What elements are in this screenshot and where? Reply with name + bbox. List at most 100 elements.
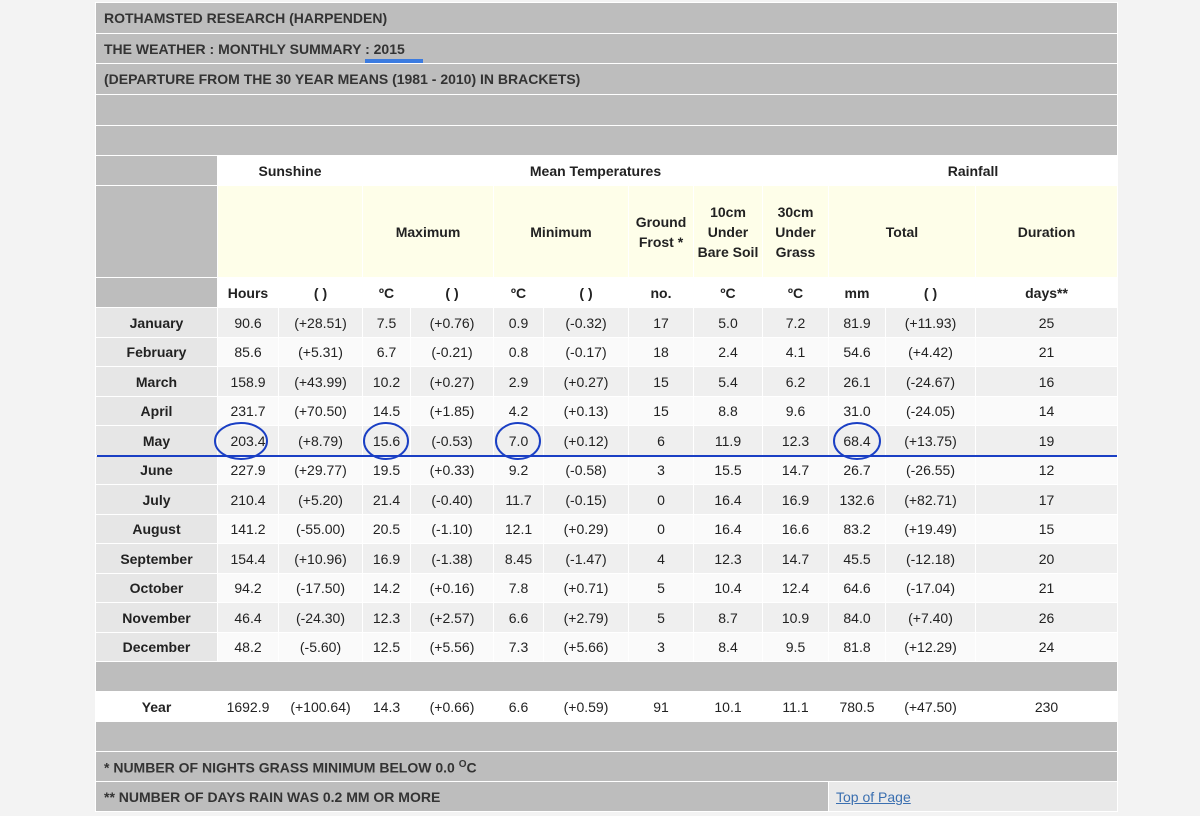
data-cell: 15	[974, 513, 1119, 545]
data-cell: 10.2	[362, 366, 411, 397]
table-row: ** NUMBER OF DAYS RAIN WAS 0.2 MM OR MOR…	[95, 781, 1119, 813]
data-cell: 1692.9	[217, 691, 279, 723]
data-cell: 5.0	[693, 307, 763, 338]
data-cell: 6.6	[493, 691, 544, 723]
data-cell: (+0.27)	[410, 366, 494, 397]
data-cell: 158.9	[217, 366, 279, 397]
footnote-unit: C	[466, 759, 477, 776]
data-cell: 6.7	[362, 336, 411, 368]
row-label: Year	[95, 691, 218, 723]
row-label: April	[95, 395, 218, 427]
data-cell: (-0.40)	[410, 484, 494, 515]
table-row: August 141.2 (-55.00) 20.5 (-1.10) 12.1 (+0.29…	[95, 513, 1119, 545]
table-row: February 85.6 (+5.31) 6.7 (-0.21) 0.8 (-0.17) 1…	[95, 336, 1119, 368]
data-cell: 12.5	[362, 631, 411, 663]
table-row	[94, 661, 1119, 693]
data-cell: (+4.42)	[885, 336, 976, 368]
data-cell: 203.4	[217, 425, 279, 456]
group-header: Mean Temperatures	[362, 155, 829, 187]
data-cell: (-0.53)	[410, 425, 494, 456]
data-cell: 0	[628, 513, 694, 545]
data-cell: 16	[974, 366, 1119, 397]
data-cell: 132.6	[828, 484, 886, 515]
data-cell: 18	[628, 336, 694, 368]
data-cell: 26.7	[828, 454, 886, 486]
data-cell: 26.1	[828, 366, 886, 397]
data-cell: 7.2	[762, 307, 829, 338]
data-cell: 12.3	[693, 543, 763, 574]
table-row	[94, 94, 1119, 126]
data-cell: 26	[974, 602, 1119, 633]
data-cell: 6.6	[493, 602, 544, 633]
group-header: Sunshine	[217, 155, 363, 187]
data-cell: 8.4	[693, 631, 763, 663]
table-row: May 203.4 (+8.79) 15.6 (-0.53) 7.0 (+0.12) 6 11.…	[95, 425, 1119, 456]
unit-header: no.	[628, 277, 694, 309]
data-cell: (-24.05)	[885, 395, 976, 427]
table-row: November 46.4 (-24.30) 12.3 (+2.57) 6.6 (+2.79…	[95, 602, 1119, 633]
data-cell: (+8.79)	[278, 425, 363, 456]
data-cell: (-24.67)	[885, 366, 976, 397]
data-cell: (-0.21)	[410, 336, 494, 368]
data-cell: 210.4	[217, 484, 279, 515]
data-cell: (-0.58)	[543, 454, 629, 486]
data-cell: (-1.47)	[543, 543, 629, 574]
data-cell: (+47.50)	[885, 691, 976, 723]
data-cell: 7.5	[362, 307, 411, 338]
table-row	[94, 124, 1119, 157]
data-cell: 17	[974, 484, 1119, 515]
data-cell: (+0.66)	[410, 691, 494, 723]
data-cell: 11.1	[762, 691, 829, 723]
empty-cell	[94, 94, 1119, 126]
table-row: December 48.2 (-5.60) 12.5 (+5.56) 7.3 (+5.66)…	[95, 631, 1119, 663]
link-cell: Top of Page	[827, 781, 1119, 813]
data-cell: 9.5	[762, 631, 829, 663]
table-row: July 210.4 (+5.20) 21.4 (-0.40) 11.7 (-0.15) 0 1…	[95, 484, 1119, 515]
row-label: August	[95, 513, 218, 545]
row-label: December	[95, 631, 218, 663]
empty-cell	[94, 661, 1119, 693]
empty-cell	[217, 185, 363, 279]
table-row: September 154.4 (+10.96) 16.9 (-1.38) 8.45 (-1…	[95, 543, 1119, 574]
data-cell: 81.9	[828, 307, 886, 338]
data-cell: 94.2	[217, 572, 279, 604]
footnote: ** NUMBER OF DAYS RAIN WAS 0.2 MM OR MOR…	[95, 781, 829, 813]
unit-header: mm	[828, 277, 886, 309]
data-cell: 230	[974, 691, 1119, 723]
row-label: July	[95, 484, 218, 515]
top-link[interactable]: Top of Page	[836, 788, 911, 805]
data-cell: 227.9	[217, 454, 279, 486]
data-cell: 0.8	[493, 336, 544, 368]
table-row: March 158.9 (+43.99) 10.2 (+0.27) 2.9 (+0.27) 1…	[95, 366, 1119, 397]
data-cell: 154.4	[217, 543, 279, 574]
data-cell: 45.5	[828, 543, 886, 574]
footnote-sup: O	[458, 758, 467, 770]
data-cell: (+7.40)	[885, 602, 976, 633]
unit-header: ºC	[693, 277, 763, 309]
table-row: Sunshine Mean Temperatures Rainfall	[95, 155, 1119, 187]
data-cell: (-17.50)	[278, 572, 363, 604]
data-cell: 6	[628, 425, 694, 456]
data-cell: 3	[628, 454, 694, 486]
data-cell: (-17.04)	[885, 572, 976, 604]
unit-header: Hours	[217, 277, 279, 309]
data-cell: 81.8	[828, 631, 886, 663]
data-cell: 3	[628, 631, 694, 663]
column-header: 10cm Under Bare Soil	[693, 185, 763, 279]
data-cell: 20.5	[362, 513, 411, 545]
data-cell: (+2.57)	[410, 602, 494, 633]
row-label: January	[95, 307, 218, 338]
row-label: November	[95, 602, 218, 633]
data-cell: 15	[628, 395, 694, 427]
column-header: Maximum	[362, 185, 494, 279]
unit-header: ( )	[543, 277, 629, 309]
data-cell: (+0.59)	[543, 691, 629, 723]
data-cell: (+11.93)	[885, 307, 976, 338]
data-cell: (+28.51)	[278, 307, 363, 338]
data-cell: (+70.50)	[278, 395, 363, 427]
data-cell: (+10.96)	[278, 543, 363, 574]
data-cell: 16.4	[693, 513, 763, 545]
row-label: September	[95, 543, 218, 574]
data-cell: (+5.66)	[543, 631, 629, 663]
